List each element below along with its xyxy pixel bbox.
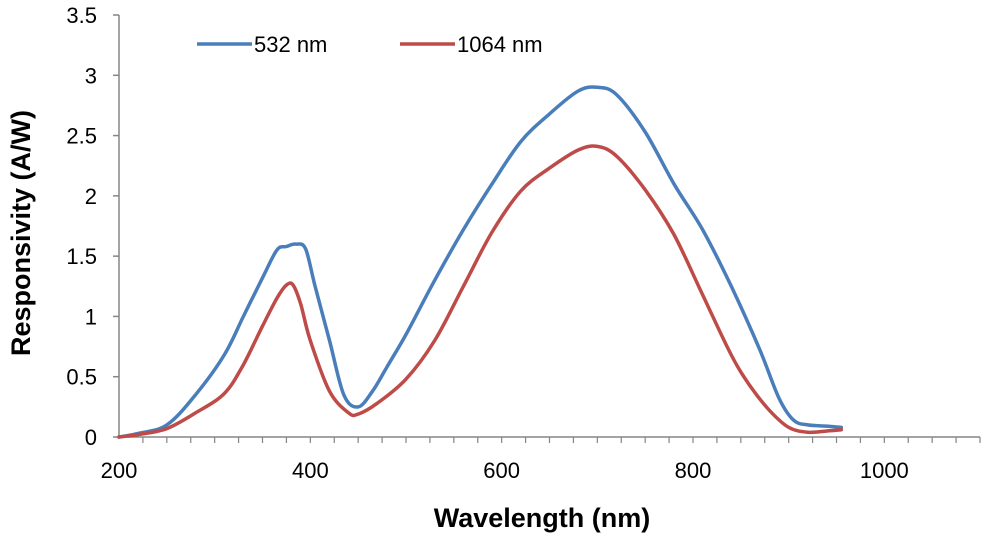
y-tick-label: 2: [85, 184, 97, 209]
y-tick-label: 2.5: [66, 124, 97, 149]
y-tick-label: 1: [85, 304, 97, 329]
x-tick-label: 1000: [860, 458, 909, 483]
axes: [118, 15, 980, 438]
y-tick-label: 0: [85, 425, 97, 450]
legend-label: 532 nm: [254, 32, 327, 57]
x-tick-label: 800: [675, 458, 712, 483]
x-axis-title: Wavelength (nm): [434, 503, 651, 533]
series-lines: [117, 85, 844, 439]
series-line-1064nm: [117, 144, 844, 439]
x-tick-label: 400: [292, 458, 329, 483]
series-line-532nm: [117, 85, 844, 439]
x-ticks: 200 400 600 800 1000: [101, 437, 981, 483]
x-tick-label: 200: [101, 458, 138, 483]
y-tick-label: 1.5: [66, 244, 97, 269]
legend-label: 1064 nm: [457, 32, 543, 57]
y-ticks: 0 0.5 1 1.5 2 2.5 3 3.5: [66, 3, 119, 450]
y-tick-label: 3.5: [66, 3, 97, 28]
y-tick-label: 0.5: [66, 365, 97, 390]
x-tick-label: 600: [483, 458, 520, 483]
y-axis-title: Responsivity (A/W): [6, 110, 36, 356]
y-tick-label: 3: [85, 63, 97, 88]
legend: 532 nm 1064 nm: [197, 32, 543, 57]
